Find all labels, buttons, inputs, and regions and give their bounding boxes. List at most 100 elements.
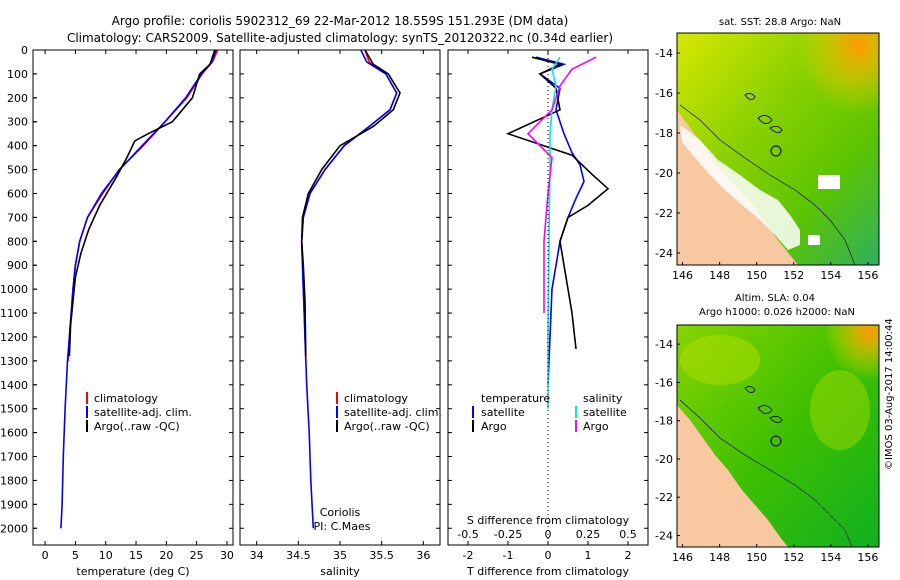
difference-xlabel: T difference from climatology bbox=[466, 565, 629, 578]
x-tick-label: -2 bbox=[463, 549, 474, 562]
lon-tick-label: 156 bbox=[857, 551, 878, 564]
depth-tick-label: 100 bbox=[7, 68, 28, 81]
lon-tick-label: 146 bbox=[672, 269, 693, 282]
temperature-xlabel: temperature (deg C) bbox=[76, 565, 189, 578]
depth-tick-label: 500 bbox=[7, 164, 28, 177]
lat-tick-label: -14 bbox=[655, 338, 673, 351]
land-mass bbox=[677, 405, 788, 547]
difference-top-ticks: -0.5 -0.25 0 0.25 0.5 bbox=[457, 528, 636, 541]
lat-tick-label: -24 bbox=[655, 530, 673, 543]
shelf-contour bbox=[679, 399, 853, 548]
lat-tick-label: -22 bbox=[655, 207, 673, 220]
lon-tick-label: 156 bbox=[857, 269, 878, 282]
shelf-contour bbox=[679, 104, 856, 266]
missing-data-area bbox=[680, 125, 800, 250]
x-tick-label: 25 bbox=[190, 549, 204, 562]
legend-s-satellite-label: satellite bbox=[583, 406, 627, 419]
lat-tick-label: -24 bbox=[655, 247, 673, 260]
depth-tick-label: 1700 bbox=[0, 451, 28, 464]
depth-tick-label: 400 bbox=[7, 140, 28, 153]
x-tick-label: 5 bbox=[72, 549, 79, 562]
series-line-climatology bbox=[67, 49, 219, 361]
top-tick-label: -0.25 bbox=[494, 528, 522, 541]
lon-tick-label: 154 bbox=[820, 551, 841, 564]
legend-argo-label: Argo(..raw -QC) bbox=[344, 420, 430, 433]
lon-tick-label: 152 bbox=[783, 551, 804, 564]
top-tick-label: -0.5 bbox=[457, 528, 478, 541]
depth-tick-label: 300 bbox=[7, 116, 28, 129]
depth-tick-label: 1400 bbox=[0, 379, 28, 392]
depth-axis: 0 100 200 300 400 500 600 700 800 900 1000 1100 1200… bbox=[0, 44, 37, 535]
series-line-s-argo bbox=[526, 56, 597, 313]
sla-map-axes: 146 148 150 152 154 156 -14 -16 -18 -20 -22 -24 bbox=[655, 338, 878, 564]
legend-climatology-label: climatology bbox=[344, 392, 408, 405]
temperature-legend: climatology satellite-adj. clim. Argo(..… bbox=[86, 392, 192, 433]
salinity-panel bbox=[239, 49, 441, 546]
x-tick-label: 0 bbox=[545, 549, 552, 562]
x-tick-label: 35.5 bbox=[369, 549, 394, 562]
top-tick-label: 0.5 bbox=[619, 528, 637, 541]
depth-tick-label: 1500 bbox=[0, 403, 28, 416]
x-tick-label: 1 bbox=[585, 549, 592, 562]
x-tick-label: -1 bbox=[503, 549, 514, 562]
series-line-satellite-adj-clim- bbox=[60, 49, 217, 529]
lon-tick-label: 154 bbox=[820, 269, 841, 282]
depth-tick-label: 200 bbox=[7, 92, 28, 105]
top-tick-label: 0.25 bbox=[576, 528, 601, 541]
depth-tick-label: 1000 bbox=[0, 283, 28, 296]
lat-tick-label: -16 bbox=[655, 376, 673, 389]
x-tick-label: 34.5 bbox=[286, 549, 311, 562]
header-line2: Climatology: CARS2009. Satellite-adjuste… bbox=[67, 31, 613, 45]
annotation-pi: PI: C.Maes bbox=[314, 520, 371, 533]
lon-tick-label: 152 bbox=[783, 269, 804, 282]
x-tick-label: 34 bbox=[250, 549, 264, 562]
x-tick-label: 35 bbox=[333, 549, 347, 562]
legend-salinity-title: salinity bbox=[583, 392, 623, 405]
lat-tick-label: -22 bbox=[655, 491, 673, 504]
missing-data-patch bbox=[818, 175, 840, 189]
x-tick-label: 36 bbox=[416, 549, 430, 562]
depth-tick-label: 2000 bbox=[0, 522, 28, 535]
top-tick-label: 0 bbox=[545, 528, 552, 541]
x-tick-label: 15 bbox=[129, 549, 143, 562]
x-tick-label: 0 bbox=[42, 549, 49, 562]
series-line-argo-raw-qc- bbox=[300, 49, 401, 357]
legend-argo-label: Argo(..raw -QC) bbox=[94, 420, 180, 433]
series-line-s-satellite bbox=[547, 56, 561, 409]
sla-map bbox=[676, 324, 880, 548]
difference-xlabel2: S difference from climatology bbox=[467, 514, 630, 527]
legend-climatology-label: climatology bbox=[94, 392, 158, 405]
difference-plot: -2 -1 0 1 2 bbox=[448, 49, 648, 562]
series-line-argo-raw-qc- bbox=[68, 49, 216, 357]
depth-tick-label: 700 bbox=[7, 211, 28, 224]
depth-tick-label: 1200 bbox=[0, 331, 28, 344]
x-tick-label: 10 bbox=[99, 549, 113, 562]
x-tick-label: 20 bbox=[159, 549, 173, 562]
difference-legend: temperature salinity satellite Argo sate… bbox=[472, 392, 627, 433]
depth-tick-label: 1800 bbox=[0, 474, 28, 487]
lon-tick-label: 148 bbox=[709, 269, 730, 282]
depth-tick-label: 1600 bbox=[0, 427, 28, 440]
salinity-legend: climatology satellite-adj. clim. Argo(..… bbox=[336, 392, 442, 433]
salinity-xlabel: salinity bbox=[320, 565, 360, 578]
depth-tick-label: 1100 bbox=[0, 307, 28, 320]
lon-tick-label: 146 bbox=[672, 551, 693, 564]
lat-tick-label: -20 bbox=[655, 453, 673, 466]
lat-tick-label: -14 bbox=[655, 47, 673, 60]
depth-tick-label: 0 bbox=[21, 44, 28, 57]
depth-tick-label: 900 bbox=[7, 259, 28, 272]
lon-tick-label: 148 bbox=[709, 551, 730, 564]
lat-tick-label: -18 bbox=[655, 415, 673, 428]
legend-t-satellite-label: satellite bbox=[481, 406, 525, 419]
lon-tick-label: 150 bbox=[746, 269, 767, 282]
annotation-coriolis: Coriolis bbox=[320, 506, 361, 519]
sst-map-title: sat. SST: 28.8 Argo: NaN bbox=[719, 17, 841, 28]
lat-tick-label: -16 bbox=[655, 87, 673, 100]
salinity-plot: 34 34.5 35 35.5 36 bbox=[240, 49, 440, 562]
legend-t-argo-label: Argo bbox=[481, 420, 507, 433]
lat-tick-label: -18 bbox=[655, 127, 673, 140]
reef-outline bbox=[744, 93, 783, 133]
legend-s-argo-label: Argo bbox=[583, 420, 609, 433]
series-line-t-satellite bbox=[535, 56, 585, 385]
